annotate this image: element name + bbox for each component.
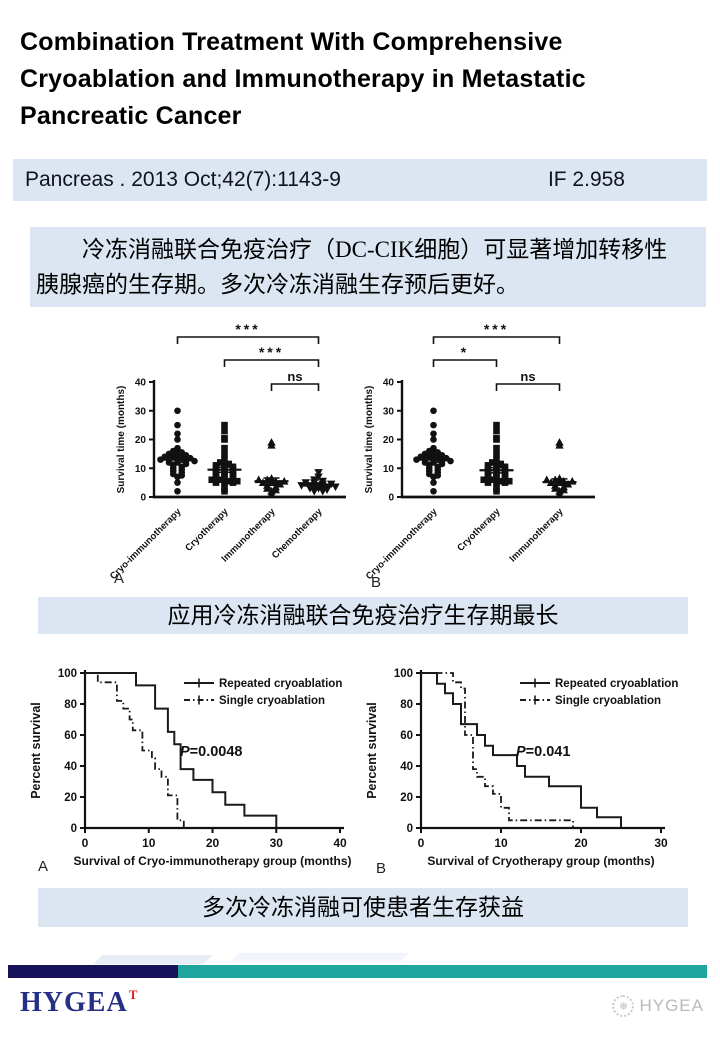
km-curve-repeated xyxy=(421,672,622,828)
km-plot-b: 0 10 20 30 0 20 40 60 80 100 Percent survival Survi… xyxy=(365,668,678,868)
y-tick-label: 80 xyxy=(400,699,413,711)
hygea-watermark-text: HYGEA xyxy=(639,996,704,1015)
y-tick-label: 10 xyxy=(383,464,395,475)
p-value-label: P=0.041 xyxy=(516,744,570,760)
significance-label: ns xyxy=(520,369,535,384)
hygea-logo-text: HYGEA xyxy=(20,987,128,1018)
y-tick-label: 10 xyxy=(135,464,147,475)
x-tick-label: 20 xyxy=(574,836,588,850)
scatter-plot-b: 0 10 20 30 40 Survival time (months) Cryo-immu… xyxy=(364,321,595,582)
significance-label: *** xyxy=(259,344,284,360)
summary-box: 冷冻消融联合免疫治疗（DC-CIK细胞）可显著增加转移性 胰腺癌的生存期。多次冷… xyxy=(30,227,706,307)
significance-bracket xyxy=(223,359,320,367)
y-tick-label: 0 xyxy=(71,823,77,835)
legend-label: Repeated cryoablation xyxy=(219,678,342,690)
y-tick-label: 40 xyxy=(383,378,395,389)
p-value-label: P=0.0048 xyxy=(180,744,243,760)
panel-letter-b: B xyxy=(371,574,382,591)
hygea-watermark-icon: ❅ xyxy=(612,995,635,1017)
x-category-label: Immunotherapy xyxy=(507,506,566,565)
scatter-group xyxy=(297,469,340,496)
scatter-group xyxy=(207,421,242,495)
y-tick-label: 0 xyxy=(388,493,394,504)
significance-label: *** xyxy=(484,321,509,337)
significance-bracket xyxy=(270,383,320,391)
x-category-label: Cryotherapy xyxy=(455,506,503,554)
y-tick-label: 20 xyxy=(400,792,413,804)
x-category-label: Cryo-immunotherapy xyxy=(364,506,440,582)
legend-label: Single cryoablation xyxy=(555,695,661,707)
scatter-group xyxy=(479,421,514,495)
scatter-group xyxy=(254,438,289,498)
scatter-caption: 应用冷冻消融联合免疫治疗生存期最长 xyxy=(38,597,688,634)
footer-decoration xyxy=(93,955,213,964)
summary-line: 胰腺癌的生存期。多次冷冻消融生存预后更好。 xyxy=(36,272,519,297)
citation-text: Pancreas . 2013 Oct;42(7):1143-9 xyxy=(25,168,341,191)
x-tick-label: 30 xyxy=(270,836,284,850)
significance-bracket xyxy=(432,336,561,344)
y-axis-label: Percent survival xyxy=(29,702,43,799)
km-curve-single xyxy=(421,672,574,828)
km-caption: 多次冷冻消融可使患者生存获益 xyxy=(38,888,688,927)
x-tick-label: 10 xyxy=(494,836,508,850)
citation-bar: Pancreas . 2013 Oct;42(7):1143-9 IF 2.95… xyxy=(13,159,707,201)
y-tick-label: 40 xyxy=(64,761,77,773)
y-tick-label: 40 xyxy=(135,378,147,389)
km-plot-a: 0 10 20 30 40 0 20 40 60 80 100 Percent survival Sur… xyxy=(29,668,352,868)
legend-label: Single cryoablation xyxy=(219,695,325,707)
y-tick-label: 80 xyxy=(64,699,77,711)
y-tick-label: 20 xyxy=(135,435,147,446)
footer-decoration xyxy=(231,953,409,961)
significance-label: * xyxy=(461,344,469,360)
x-tick-label: 30 xyxy=(654,836,668,850)
panel-letter-b: B xyxy=(376,860,387,877)
y-axis-label: Percent survival xyxy=(365,702,379,799)
hygea-logo: HYGEAT xyxy=(20,987,137,1019)
significance-bracket xyxy=(432,359,498,367)
scatter-group xyxy=(413,407,454,495)
y-tick-label: 30 xyxy=(383,406,395,417)
x-tick-label: 0 xyxy=(82,836,89,850)
y-tick-label: 0 xyxy=(140,493,146,504)
y-tick-label: 20 xyxy=(64,792,77,804)
y-tick-label: 100 xyxy=(394,668,413,680)
page-title: Combination Treatment With Comprehensive… xyxy=(20,28,586,130)
significance-bracket xyxy=(495,383,561,391)
scatter-group xyxy=(157,407,198,495)
scatter-group xyxy=(542,438,577,498)
hygea-logo-trademark: T xyxy=(128,986,139,1002)
km-curve-repeated xyxy=(85,672,278,828)
panel-letter-a: A xyxy=(38,858,49,875)
x-category-label: Chemotherapy xyxy=(270,506,325,561)
y-tick-label: 60 xyxy=(64,730,77,742)
significance-bracket xyxy=(176,336,320,344)
significance-label: *** xyxy=(235,321,260,337)
hygea-watermark: ❅ HYGEA xyxy=(612,995,704,1017)
panel-letter-a: A xyxy=(114,570,125,587)
footer-bar-teal xyxy=(178,965,707,978)
x-tick-label: 10 xyxy=(142,836,156,850)
y-tick-label: 30 xyxy=(135,406,147,417)
footer-bar-navy xyxy=(8,965,178,978)
y-axis-label: Survival time (months) xyxy=(364,386,375,494)
x-tick-label: 20 xyxy=(206,836,220,850)
y-axis-label: Survival time (months) xyxy=(116,386,127,494)
impact-factor: IF 2.958 xyxy=(547,168,625,191)
x-axis-label: Survival of Cryo-immunotherapy group (mo… xyxy=(73,854,351,868)
x-tick-label: 40 xyxy=(333,836,347,850)
y-tick-label: 60 xyxy=(400,730,413,742)
y-tick-label: 20 xyxy=(383,435,395,446)
significance-label: ns xyxy=(287,369,302,384)
x-tick-label: 0 xyxy=(418,836,425,850)
y-tick-label: 40 xyxy=(400,761,413,773)
y-tick-label: 100 xyxy=(58,668,77,680)
km-curve-single xyxy=(85,672,185,828)
summary-line: 冷冻消融联合免疫治疗（DC-CIK细胞）可显著增加转移性 xyxy=(82,237,668,262)
legend-label: Repeated cryoablation xyxy=(555,678,678,690)
y-tick-label: 0 xyxy=(407,823,413,835)
x-axis-label: Survival of Cryotherapy group (months) xyxy=(427,854,654,868)
x-category-label: Cryotherapy xyxy=(183,506,231,554)
